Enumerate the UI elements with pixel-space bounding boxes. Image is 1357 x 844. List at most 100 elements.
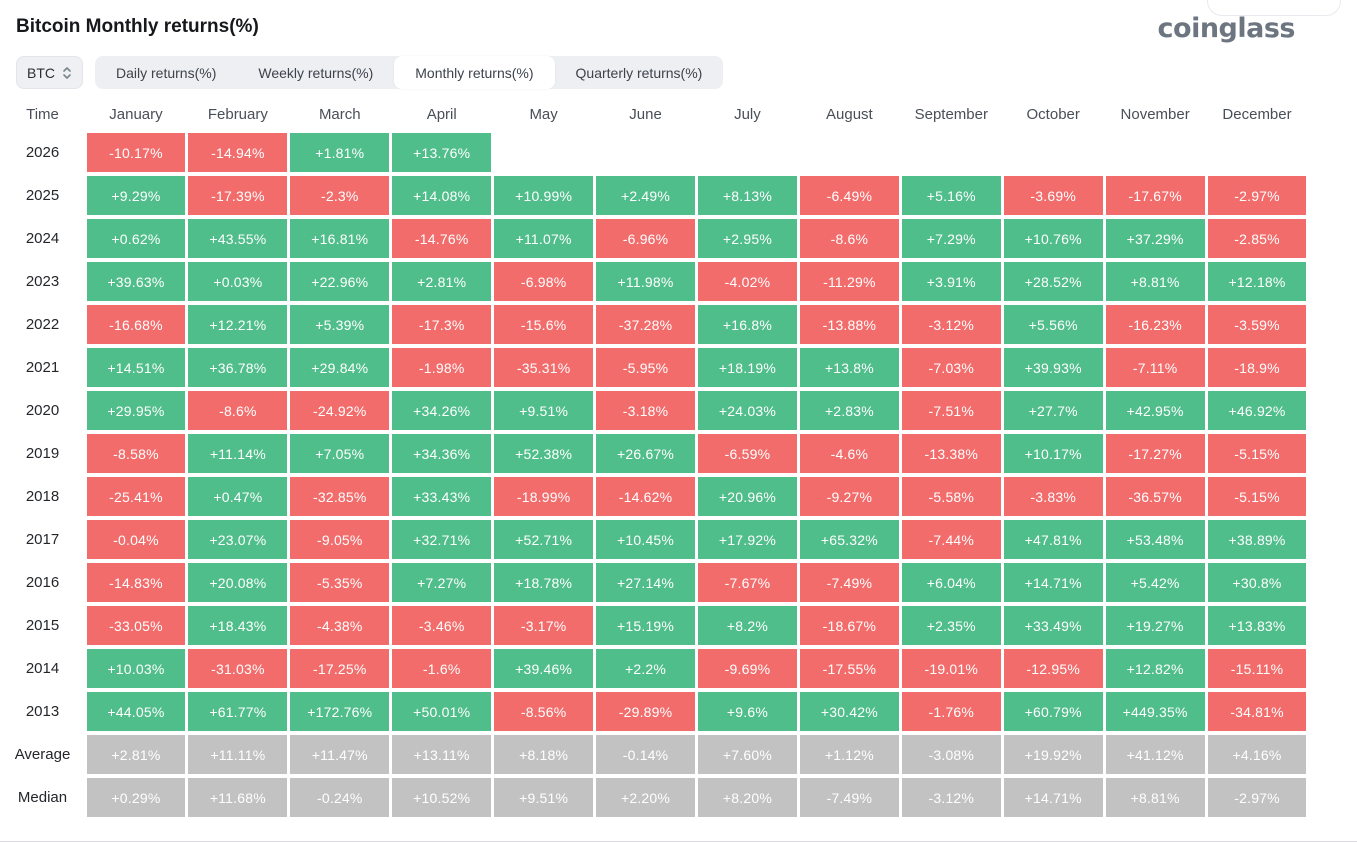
coin-selector[interactable]: BTC [16, 56, 83, 90]
return-cell: +2.49% [596, 176, 695, 216]
tab-weekly-returns[interactable]: Weekly returns(%) [258, 64, 374, 81]
return-cell: +29.95% [86, 391, 186, 431]
return-cell: +17.92% [697, 520, 797, 560]
cell-slot: -3.17% [493, 604, 595, 647]
cell-slot: -12.95% [1002, 647, 1104, 690]
return-cell: -13.88% [799, 305, 899, 345]
cell-slot: +30.42% [798, 690, 900, 733]
cell-slot: +11.14% [187, 432, 289, 475]
return-cell: +9.29% [86, 176, 186, 216]
return-cell: +44.05% [86, 692, 186, 732]
return-cell: +5.56% [1003, 305, 1103, 345]
tab-daily-returns[interactable]: Daily returns(%) [116, 64, 217, 81]
page-title: Bitcoin Monthly returns(%) [16, 16, 259, 37]
cell-slot: +19.27% [1104, 604, 1206, 647]
return-cell: +10.45% [596, 520, 695, 560]
month-header: January [109, 105, 163, 123]
return-cell: +11.07% [494, 219, 594, 259]
cell-slot: +10.99% [493, 174, 595, 217]
cell-slot: +0.03% [187, 260, 289, 303]
cell-slot: -4.6% [798, 432, 900, 475]
return-cell: -16.68% [86, 305, 186, 345]
cell-slot: +12.21% [187, 303, 289, 346]
return-cell: +14.08% [392, 176, 492, 216]
row-label: Median [17, 789, 68, 807]
return-cell: +10.76% [1003, 219, 1103, 259]
cell-slot: -3.18% [595, 389, 697, 432]
return-cell: +13.83% [1207, 606, 1307, 646]
cell-slot: +20.08% [187, 561, 289, 604]
return-cell: +14.51% [86, 348, 186, 388]
return-cell: +449.35% [1105, 692, 1205, 732]
return-cell: +13.11% [392, 735, 492, 775]
return-cell: +4.16% [1207, 735, 1307, 775]
cell-slot: -3.12% [900, 776, 1002, 819]
cell-slot: +449.35% [1104, 690, 1206, 733]
cell-slot: -9.69% [696, 647, 798, 690]
return-cell: -5.95% [596, 348, 695, 388]
cell-slot: -6.49% [798, 174, 900, 217]
cell-slot: -33.05% [85, 604, 187, 647]
return-cell: +22.96% [290, 262, 390, 302]
return-cell: +46.92% [1207, 391, 1307, 431]
topbar: Bitcoin Monthly returns(%) coinglass [0, 0, 1357, 44]
return-cell: +1.12% [799, 735, 899, 775]
return-cell: -1.98% [392, 348, 492, 388]
cell-slot: +19.92% [1002, 733, 1104, 776]
return-cell: +6.04% [901, 563, 1001, 603]
return-cell: +27.7% [1003, 391, 1103, 431]
return-cell: +2.20% [596, 778, 695, 818]
cell-slot: +12.82% [1104, 647, 1206, 690]
return-cell: -9.69% [697, 649, 797, 689]
return-cell: +12.82% [1105, 649, 1205, 689]
tab-monthly-returns[interactable]: Monthly returns(%) [394, 56, 555, 90]
cell-slot: -15.11% [1206, 647, 1308, 690]
cell-slot: -18.67% [798, 604, 900, 647]
coin-selector-value: BTC [27, 64, 55, 81]
return-cell: -5.35% [290, 563, 390, 603]
cell-slot: +1.81% [289, 131, 391, 174]
cell-slot: -4.02% [696, 260, 798, 303]
month-header: May [529, 105, 558, 123]
row-label: 2021 [25, 359, 60, 377]
cell-slot: +33.49% [1002, 604, 1104, 647]
return-cell: +52.71% [494, 520, 594, 560]
cell-slot: +7.60% [696, 733, 798, 776]
return-cell: -25.41% [86, 477, 186, 517]
return-cell: -15.6% [494, 305, 594, 345]
return-cell: -7.67% [697, 563, 797, 603]
row-label: 2020 [25, 402, 60, 420]
cell-slot: -32.85% [289, 475, 391, 518]
return-cell: -18.67% [799, 606, 899, 646]
cell-slot: -3.83% [1002, 475, 1104, 518]
return-cell: +33.43% [392, 477, 492, 517]
cell-slot: -5.35% [289, 561, 391, 604]
cell-slot [798, 131, 900, 174]
month-header: April [426, 105, 457, 123]
cell-slot: +27.7% [1002, 389, 1104, 432]
cell-slot: +14.71% [1002, 776, 1104, 819]
cell-slot: -6.98% [493, 260, 595, 303]
cell-slot: +8.18% [493, 733, 595, 776]
cell-slot: -24.92% [289, 389, 391, 432]
return-cell: -7.49% [799, 563, 899, 603]
cell-slot: +5.16% [900, 174, 1002, 217]
month-header: November [1120, 105, 1190, 123]
return-cell: +32.71% [392, 520, 492, 560]
cell-slot: +18.43% [187, 604, 289, 647]
return-cell: +42.95% [1105, 391, 1205, 431]
return-cell: +18.43% [188, 606, 288, 646]
return-cell: +8.18% [494, 735, 594, 775]
cell-slot: +16.8% [696, 303, 798, 346]
cell-slot: -6.59% [696, 432, 798, 475]
cell-slot: -7.49% [798, 776, 900, 819]
return-cell: +19.27% [1105, 606, 1205, 646]
return-cell: +11.68% [188, 778, 288, 818]
tab-quarterly-returns[interactable]: Quarterly returns(%) [575, 64, 703, 81]
row-label: 2024 [25, 230, 60, 248]
return-cell: -3.83% [1003, 477, 1103, 517]
return-cell: -2.97% [1207, 778, 1307, 818]
return-cell: -9.27% [799, 477, 899, 517]
cell-slot: +33.43% [391, 475, 493, 518]
cell-slot: +10.52% [391, 776, 493, 819]
